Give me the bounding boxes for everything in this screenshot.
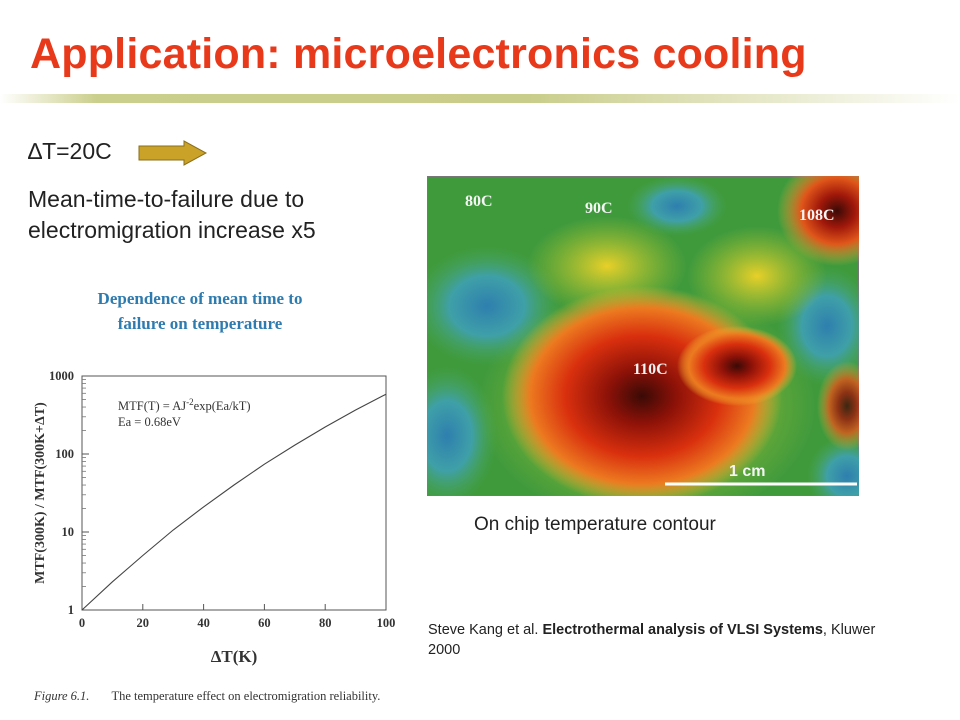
y-tick-label: 1000 xyxy=(49,369,74,383)
y-axis-label: MTF(300K) / MTF(300K+ΔT) xyxy=(33,402,48,584)
y-axis: 1 10 100 1000 xyxy=(49,369,89,617)
reference-authors: Steve Kang et al. xyxy=(428,622,543,638)
right-arrow-icon xyxy=(138,140,208,166)
chart-annotation-formula: MTF(T) = AJ-2exp(Ea/kT) xyxy=(118,397,251,413)
cool-region-bottom-right xyxy=(807,436,859,496)
contour-label-110c: 110C xyxy=(633,361,668,378)
figure-number: Figure 6.1. xyxy=(34,689,90,703)
cool-region-top xyxy=(627,176,727,236)
x-axis-label: ΔT(K) xyxy=(211,647,258,666)
dependence-line-1: Dependence of mean time to xyxy=(97,289,303,308)
plot-frame xyxy=(81,375,387,611)
x-tick-label: 20 xyxy=(137,616,150,630)
figure-caption-text: The temperature effect on electromigrati… xyxy=(111,689,381,703)
y-tick-label: 10 xyxy=(62,525,75,539)
x-tick-label: 40 xyxy=(197,616,210,630)
contour-label-108c: 108C xyxy=(799,207,835,224)
x-tick-label: 60 xyxy=(258,616,271,630)
hot-region-edge xyxy=(817,361,859,451)
reference-citation: Steve Kang et al. Electrothermal analysi… xyxy=(428,620,888,660)
x-tick-label: 100 xyxy=(377,616,396,630)
contour-label-80c: 80C xyxy=(465,193,493,210)
y-tick-label: 100 xyxy=(55,447,74,461)
temperature-contour-map: 80C 90C 108C 110C 1 cm xyxy=(427,176,859,496)
slide-title: Application: microelectronics cooling xyxy=(30,30,807,78)
title-underline xyxy=(0,94,960,103)
mtf-chart: 1 10 100 1000 0 20 40 60 80 100 MTF(T) = AJ-2exp… xyxy=(33,369,396,666)
mttf-line-2: electromigration increase x5 xyxy=(28,217,316,243)
mtf-series-line xyxy=(81,393,387,611)
x-tick-label: 80 xyxy=(319,616,332,630)
dependence-caption: Dependence of mean time to failure on te… xyxy=(40,286,360,336)
y-tick-label: 1 xyxy=(68,603,74,617)
mttf-statement: Mean-time-to-failure due to electromigra… xyxy=(28,184,388,246)
hot-region-corner xyxy=(777,176,859,266)
dependence-line-2: failure on temperature xyxy=(117,314,283,333)
contour-label-90c: 90C xyxy=(585,200,613,217)
reference-title: Electrothermal analysis of VLSI Systems xyxy=(542,622,823,638)
delta-t-label: ∆T=20C xyxy=(28,138,112,164)
scale-bar-label: 1 cm xyxy=(729,463,765,480)
contour-caption: On chip temperature contour xyxy=(474,514,716,535)
x-axis: 0 20 40 60 80 100 xyxy=(79,604,396,630)
chart-annotation-ea: Ea = 0.68eV xyxy=(118,415,181,429)
x-tick-label: 0 xyxy=(79,616,85,630)
hot-region-arm xyxy=(677,326,797,406)
reference-publisher: , Kluwer 2000 xyxy=(428,622,876,658)
figure-caption: Figure 6.1. The temperature effect on ele… xyxy=(34,689,380,704)
mttf-line-1: Mean-time-to-failure due to xyxy=(28,186,305,212)
